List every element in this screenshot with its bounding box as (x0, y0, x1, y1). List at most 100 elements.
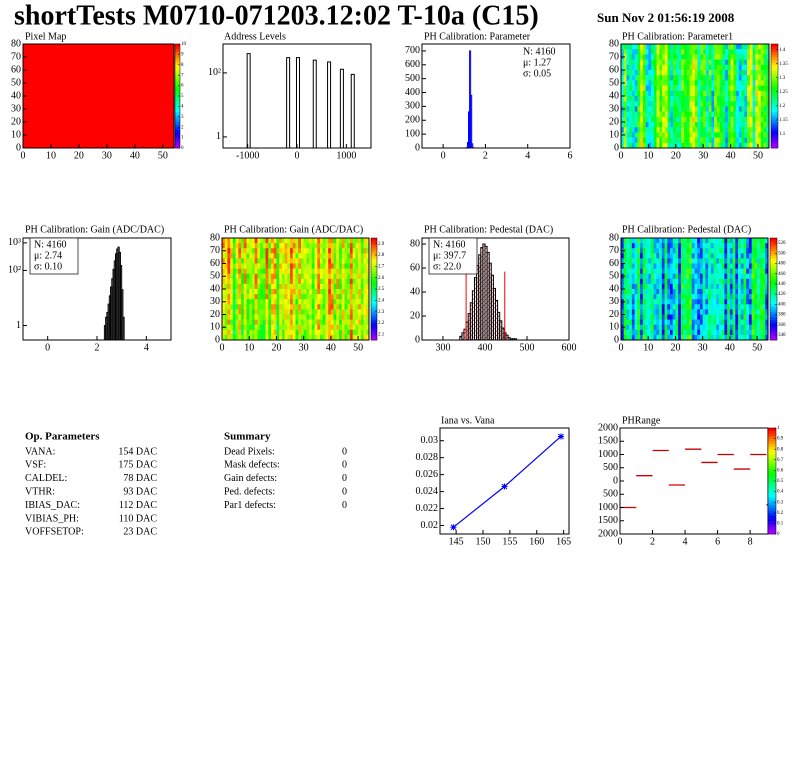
heatmap-cell (626, 268, 630, 274)
summary-value: 0 (342, 486, 347, 497)
heatmap-cell (306, 294, 310, 300)
heatmap-cell (694, 309, 698, 315)
heatmap-cell (732, 334, 736, 340)
heatmap-cell (325, 238, 329, 244)
heatmap-cell (355, 263, 359, 269)
heatmap-cell (711, 116, 715, 123)
heatmap-cell (631, 304, 635, 310)
heatmap-cell (637, 127, 641, 133)
colorbar-label: 0.7 (777, 458, 784, 463)
heatmap-cell (366, 253, 369, 259)
heatmap-cell (702, 253, 706, 259)
panel: PH Calibration: Pedestal (DAC)0 10 20 30 40 5… (609, 224, 786, 353)
heatmap-cell (238, 324, 242, 331)
heatmap-cell (703, 127, 707, 133)
colorbar-cell (770, 258, 777, 262)
heatmap-cell (659, 283, 663, 290)
colorbar-cell (771, 137, 778, 141)
heatmap-cell (623, 243, 627, 249)
heatmap-cell (725, 132, 729, 138)
heatmap-cell (722, 49, 726, 55)
colorbar-label: 2.4 (378, 298, 385, 303)
heatmap-cell (265, 309, 269, 315)
heatmap-cell (667, 75, 671, 81)
heatmap-cell (713, 324, 717, 331)
heatmap-cell (664, 96, 668, 102)
heatmap-cell (662, 101, 666, 107)
heatmap-cell (626, 59, 630, 66)
heatmap-cell (637, 122, 641, 128)
heatmap-cell (670, 324, 674, 331)
heatmap-cell (251, 278, 255, 285)
colorbar-cell (771, 124, 778, 128)
heatmap-cell (328, 299, 332, 305)
colorbar-cell (771, 119, 778, 123)
colorbar-cell (768, 504, 776, 508)
heatmap-cell (656, 248, 660, 254)
colorbar-cell (768, 499, 776, 503)
heatmap-cell (689, 101, 693, 107)
heatmap-cell (675, 64, 679, 71)
heatmap-cell (290, 299, 294, 305)
heatmap-cell (279, 294, 283, 300)
heatmap-cell (710, 248, 714, 254)
heatmap-cell (648, 294, 652, 300)
heatmap-cell (360, 263, 364, 269)
colorbar-cell (771, 122, 778, 125)
heatmap-cell (626, 137, 630, 144)
heatmap-cell (708, 44, 712, 50)
heatmap-cell (637, 334, 641, 340)
heatmap-cell (705, 314, 709, 320)
heatmap-cell (711, 70, 715, 76)
heatmap-cell (684, 127, 688, 133)
colorbar-cell (175, 88, 180, 92)
heatmap-cell (670, 289, 674, 295)
heatmap-cell (735, 263, 739, 269)
heatmap-cell (235, 289, 239, 295)
colorbar-cell (770, 278, 777, 282)
heatmap-cell (763, 122, 767, 128)
heatmap-cell (695, 96, 699, 102)
heatmap-cell (634, 329, 638, 336)
heatmap-cell (751, 243, 755, 249)
x-tick-label: 1000 (336, 150, 356, 161)
y-tick-label: 20 (609, 116, 619, 127)
heatmap-cell (760, 137, 764, 144)
colorbar-cell (768, 526, 776, 529)
x-tick-label: 0 (619, 150, 624, 161)
heatmap-cell (311, 248, 315, 254)
op-label: VOFFSETOP: (25, 527, 84, 538)
y-tick-label: 10³ (8, 237, 21, 248)
heatmap-cell (705, 278, 709, 285)
heatmap-cell (336, 253, 340, 259)
heatmap-cell (700, 80, 704, 86)
heatmap-cell (762, 314, 766, 320)
heatmap-cell (719, 80, 723, 86)
heatmap-cell (358, 273, 362, 280)
heatmap-cell (366, 304, 369, 310)
heatmap-cell (642, 75, 646, 81)
heatmap-cell (755, 70, 759, 76)
heatmap-cell (724, 253, 728, 259)
heatmap-cell (303, 263, 307, 269)
heatmap-cell (692, 132, 696, 138)
heatmap-cell (686, 324, 690, 331)
heatmap-cell (691, 278, 695, 285)
heatmap-cell (716, 101, 720, 107)
heatmap-cell (664, 243, 668, 249)
heatmap-cell (273, 294, 277, 300)
heatmap-cell (721, 258, 725, 264)
heatmap-cell (673, 142, 677, 148)
heatmap-cell (703, 70, 707, 76)
heatmap-cell (697, 314, 701, 320)
heatmap-cell (694, 263, 698, 269)
heatmap-cell (716, 294, 720, 300)
heatmap-cell (667, 329, 671, 336)
heatmap-cell (703, 90, 707, 97)
heatmap-cell (656, 80, 660, 86)
heatmap-cell (339, 329, 343, 336)
heatmap-cell (700, 137, 704, 144)
heatmap-cell (659, 268, 663, 274)
heatmap-cell (659, 142, 663, 148)
heatmap-cell (328, 273, 332, 280)
